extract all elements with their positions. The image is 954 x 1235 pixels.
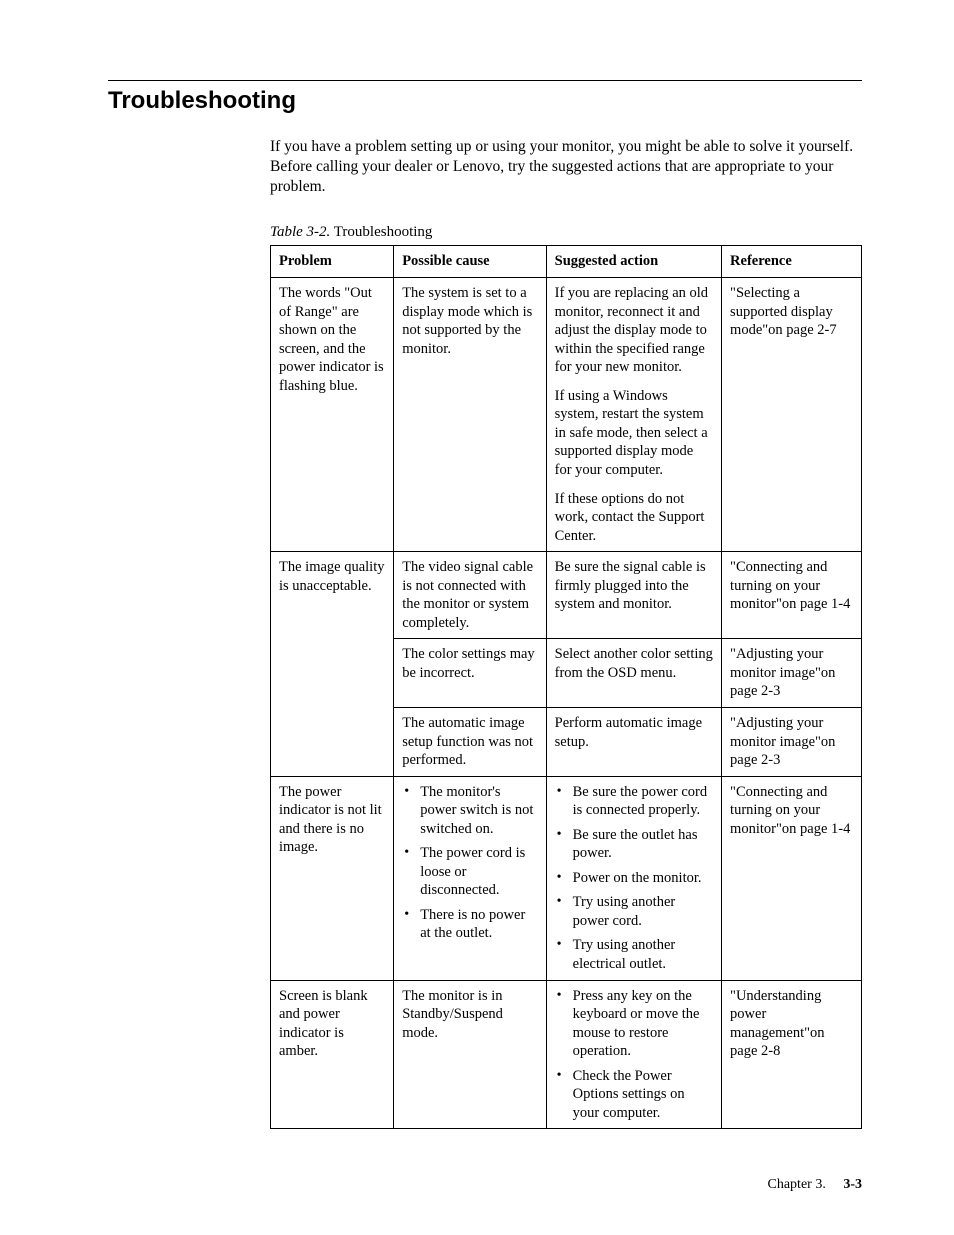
list-item: Try using another power cord. <box>555 893 713 930</box>
list-item: The monitor's power switch is not switch… <box>402 783 537 839</box>
list-item: Be sure the outlet has power. <box>555 826 713 863</box>
list-item: Be sure the power cord is connected prop… <box>555 783 713 820</box>
cell-action: Be sure the power cord is connected prop… <box>546 776 721 980</box>
reference-text: "Adjusting your monitor image"on page 2-… <box>730 645 853 701</box>
cell-problem: The power indicator is not lit and there… <box>271 776 394 980</box>
reference-text: "Adjusting your monitor image"on page 2-… <box>730 714 853 770</box>
cause-text: The system is set to a display mode whic… <box>402 284 537 358</box>
table-caption: Table 3-2. Troubleshooting <box>270 224 862 241</box>
problem-text: Screen is blank and power indicator is a… <box>279 987 385 1061</box>
top-rule <box>108 80 862 81</box>
cause-list: The monitor's power switch is not switch… <box>402 783 537 943</box>
table-row: The image quality is unacceptable. The v… <box>271 552 862 639</box>
page: Troubleshooting If you have a problem se… <box>0 0 954 1235</box>
cell-action: If you are replacing an old monitor, rec… <box>546 278 721 552</box>
cell-action: Select another color setting from the OS… <box>546 639 721 708</box>
cell-problem: Screen is blank and power indicator is a… <box>271 980 394 1129</box>
list-item: Try using another electrical outlet. <box>555 936 713 973</box>
table-row: Screen is blank and power indicator is a… <box>271 980 862 1129</box>
cell-cause: The video signal cable is not connected … <box>394 552 546 639</box>
cell-cause: The system is set to a display mode whic… <box>394 278 546 552</box>
cell-cause: The automatic image setup function was n… <box>394 707 546 776</box>
cell-action: Be sure the signal cable is firmly plugg… <box>546 552 721 639</box>
cell-cause: The color settings may be incorrect. <box>394 639 546 708</box>
reference-text: "Understanding power management"on page … <box>730 987 853 1061</box>
cause-text: The color settings may be incorrect. <box>402 645 537 682</box>
list-item: The power cord is loose or disconnected. <box>402 844 537 900</box>
cell-reference: "Adjusting your monitor image"on page 2-… <box>722 707 862 776</box>
list-item: Power on the monitor. <box>555 869 713 888</box>
list-item: Press any key on the keyboard or move th… <box>555 987 713 1061</box>
col-header-reference: Reference <box>722 246 862 278</box>
problem-text: The image quality is unacceptable. <box>279 558 385 595</box>
reference-text: "Connecting and turning on your monitor"… <box>730 558 853 614</box>
cell-reference: "Connecting and turning on your monitor"… <box>722 552 862 639</box>
table-caption-text: Troubleshooting <box>330 224 432 240</box>
cell-problem: The words "Out of Range" are shown on th… <box>271 278 394 552</box>
action-text: If using a Windows system, restart the s… <box>555 387 713 480</box>
cause-text: The monitor is in Standby/Suspend mode. <box>402 987 537 1043</box>
table-row: The power indicator is not lit and there… <box>271 776 862 980</box>
cell-action: Perform automatic image setup. <box>546 707 721 776</box>
table-caption-label: Table 3-2. <box>270 224 330 240</box>
cell-action: Press any key on the keyboard or move th… <box>546 980 721 1129</box>
cause-text: The automatic image setup function was n… <box>402 714 537 770</box>
col-header-cause: Possible cause <box>394 246 546 278</box>
col-header-problem: Problem <box>271 246 394 278</box>
cell-reference: "Connecting and turning on your monitor"… <box>722 776 862 980</box>
cell-problem: The image quality is unacceptable. <box>271 552 394 776</box>
footer-chapter: Chapter 3. <box>768 1177 826 1192</box>
list-item: There is no power at the outlet. <box>402 906 537 943</box>
problem-text: The power indicator is not lit and there… <box>279 783 385 857</box>
cause-text: The video signal cable is not connected … <box>402 558 537 632</box>
section-heading: Troubleshooting <box>108 87 862 115</box>
cell-cause: The monitor is in Standby/Suspend mode. <box>394 980 546 1129</box>
table-header-row: Problem Possible cause Suggested action … <box>271 246 862 278</box>
table-row: The words "Out of Range" are shown on th… <box>271 278 862 552</box>
cell-reference: "Selecting a supported display mode"on p… <box>722 278 862 552</box>
action-text: Select another color setting from the OS… <box>555 645 713 682</box>
footer-page-number: 3-3 <box>843 1177 862 1192</box>
reference-text: "Selecting a supported display mode"on p… <box>730 284 853 340</box>
col-header-action: Suggested action <box>546 246 721 278</box>
list-item: Check the Power Options settings on your… <box>555 1067 713 1123</box>
cell-cause: The monitor's power switch is not switch… <box>394 776 546 980</box>
cell-reference: "Adjusting your monitor image"on page 2-… <box>722 639 862 708</box>
page-footer: Chapter 3. 3-3 <box>768 1177 863 1193</box>
action-text: Perform automatic image setup. <box>555 714 713 751</box>
intro-paragraph: If you have a problem setting up or usin… <box>270 137 862 196</box>
action-text: If these options do not work, contact th… <box>555 490 713 546</box>
reference-text: "Connecting and turning on your monitor"… <box>730 783 853 839</box>
action-list: Press any key on the keyboard or move th… <box>555 987 713 1123</box>
problem-text: The words "Out of Range" are shown on th… <box>279 284 385 395</box>
action-text: If you are replacing an old monitor, rec… <box>555 284 713 377</box>
action-text: Be sure the signal cable is firmly plugg… <box>555 558 713 614</box>
troubleshooting-table: Problem Possible cause Suggested action … <box>270 245 862 1129</box>
cell-reference: "Understanding power management"on page … <box>722 980 862 1129</box>
action-list: Be sure the power cord is connected prop… <box>555 783 713 974</box>
